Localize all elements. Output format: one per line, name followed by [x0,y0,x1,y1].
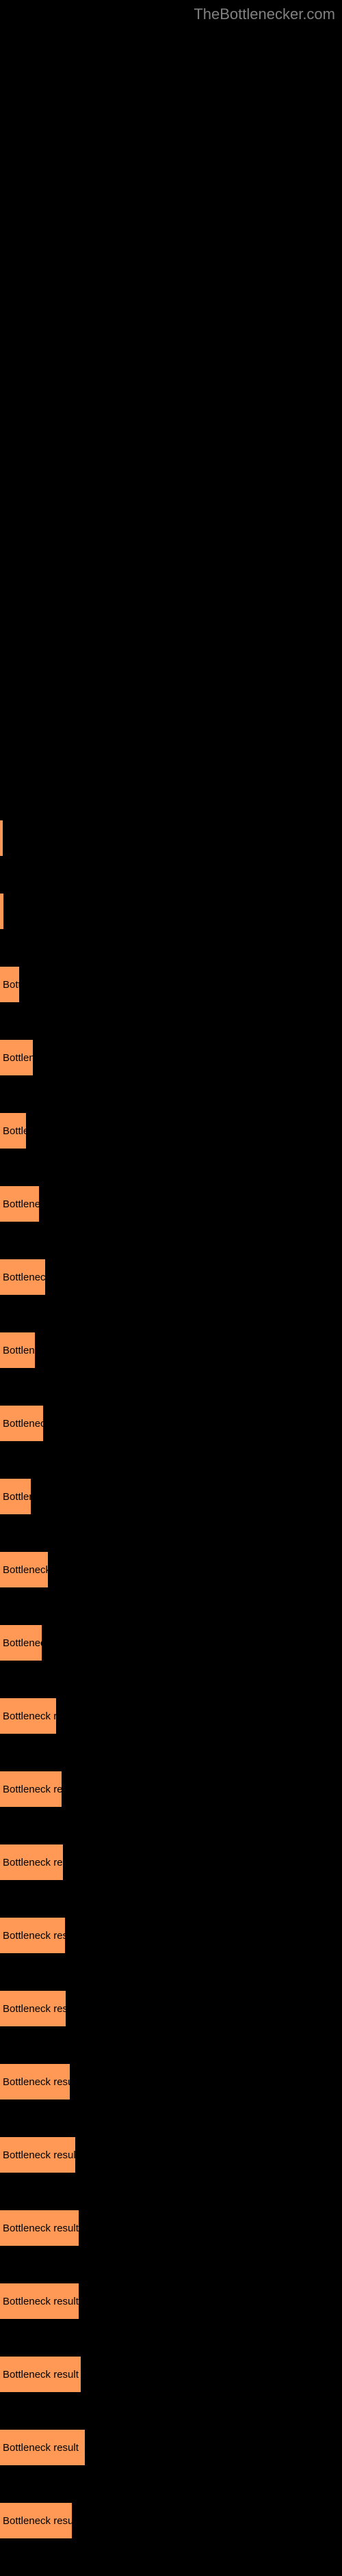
bar-row: Bottleneck re [0,1625,342,1661]
bar-row: Bottleneck res [0,1259,342,1295]
bar: Bottleneck [0,1040,33,1075]
bar: Bottleneck result [0,1844,63,1880]
watermark-text: TheBottlenecker.com [194,5,335,23]
bar-row: Bottleneck result [0,1918,342,1953]
bar-row: Bottlen [0,1113,342,1149]
bar: Bottleneck result [0,1771,62,1807]
bar: Bottleneck r [0,1186,39,1222]
bar-row [0,820,342,856]
bar: Bottleneck result [0,2137,75,2173]
bar-row: Bottleneck re [0,1406,342,1441]
bar: Bottleneck result [0,2357,81,2392]
bar: Bottleneck res [0,1259,45,1295]
bar: Bottleneck result [0,2430,85,2465]
bar-row: Bottleneck result [0,2283,342,2319]
bar-row: Bottleneck result [0,1771,342,1807]
bar: Bottle [0,967,19,1002]
bar: Bottleneck result [0,2064,70,2099]
bar: Bottleneck result [0,1698,56,1734]
bar: Bottleneck result [0,1991,66,2026]
bar: Bottleneck [0,1332,35,1368]
bar: Bottleneck resu [0,1552,48,1587]
bar-row: Bottleneck [0,1332,342,1368]
bar-row: Bottleneck result [0,2210,342,2246]
bar-row: Bottleneck result [0,1991,342,2026]
bar: Bottleneck result [0,1918,65,1953]
bar-row: Bottleneck result [0,2430,342,2465]
bar [0,820,3,856]
bar-row: Bottle [0,967,342,1002]
bar-row [0,894,342,929]
bar-row: Bottleneck result [0,1844,342,1880]
bar-row: Bottlenec [0,1479,342,1514]
bar: Bottlenec [0,1479,31,1514]
bar: Bottleneck result [0,2283,79,2319]
bar-row: Bottleneck result [0,2503,342,2538]
bar [0,894,3,929]
bar-chart: Bottle Bottleneck Bottlen Bottleneck r Bottl… [0,820,342,2576]
bar: Bottlen [0,1113,26,1149]
bar-row: Bottleneck r [0,1186,342,1222]
bar: Bottleneck re [0,1406,43,1441]
bar: Bottleneck result [0,2210,79,2246]
bar-row: Bottleneck result [0,2137,342,2173]
bar-row: Bottleneck result [0,2064,342,2099]
bar: Bottleneck re [0,1625,42,1661]
bar-row: Bottleneck result [0,2357,342,2392]
bar-row: Bottleneck resu [0,1552,342,1587]
bar-row: Bottleneck result [0,1698,342,1734]
bar-row: Bottleneck [0,1040,342,1075]
bar: Bottleneck result [0,2503,72,2538]
